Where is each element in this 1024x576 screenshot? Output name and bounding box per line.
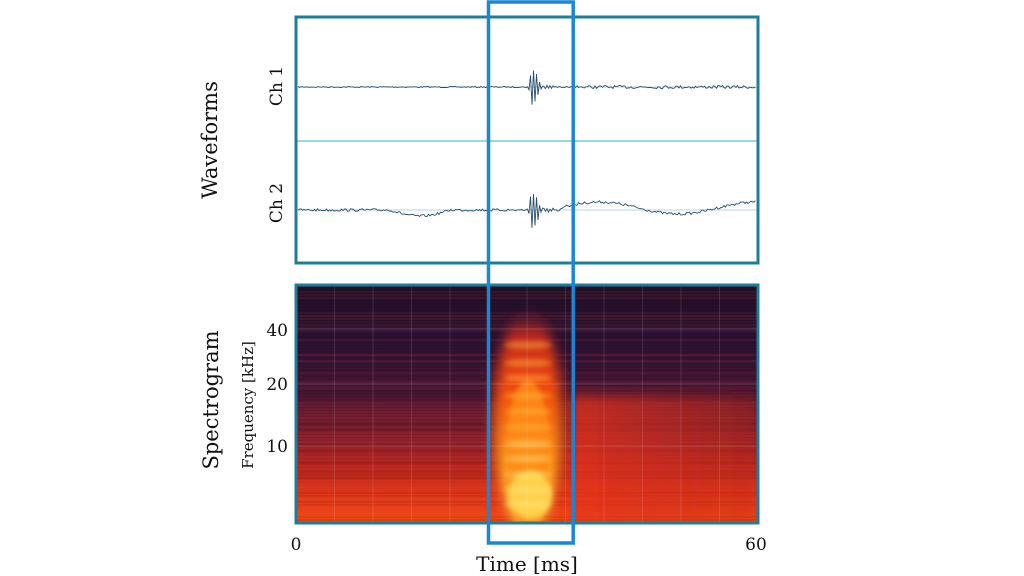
spectrogram-panel [294, 283, 760, 525]
waveform-panel [294, 15, 760, 265]
spectrogram-grid [296, 285, 758, 523]
waveform-plot-area [296, 17, 758, 263]
x-tick-label: 0 [291, 535, 302, 555]
ch1-waveform-trace [297, 70, 756, 105]
spectrogram-coda-energy [570, 395, 758, 523]
y-tick-label: 20 [266, 375, 288, 395]
y-tick-label: 40 [266, 321, 288, 341]
x-tick-label: 60 [745, 535, 767, 555]
waveform-frame [294, 15, 760, 265]
ch2-waveform-trace [297, 193, 756, 228]
time-axis-label: Time [ms] [476, 552, 578, 576]
ch2-label: Ch 2 [267, 183, 287, 223]
spectrogram-frame [294, 283, 760, 525]
spectrogram-event-bands [504, 341, 552, 509]
waveforms-title: Waveforms [198, 81, 222, 199]
y-tick-label: 10 [266, 437, 288, 457]
spectrogram-title: Spectrogram [199, 330, 223, 469]
ch1-label: Ch 1 [267, 66, 287, 106]
event-highlight-box [486, 0, 575, 545]
frequency-axis-label: Frequency [kHz] [239, 341, 257, 469]
